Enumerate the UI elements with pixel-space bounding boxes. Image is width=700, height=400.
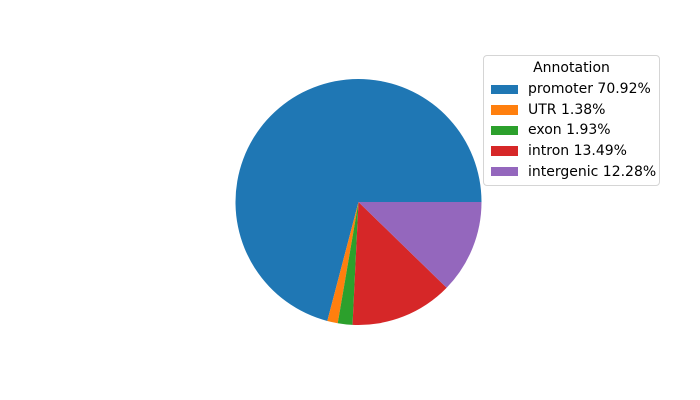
legend-swatch-intergenic bbox=[491, 166, 518, 177]
legend-item-intergenic: intergenic 12.28% bbox=[484, 161, 659, 182]
pie-slice-UTR bbox=[327, 202, 359, 324]
legend-label: intron 13.49% bbox=[528, 143, 627, 160]
pie-slice-intergenic bbox=[358, 202, 482, 288]
legend-rows: promoter 70.92% UTR 1.38% exon 1.93% intron… bbox=[484, 79, 659, 182]
legend-item-UTR: UTR 1.38% bbox=[484, 100, 659, 121]
legend-label: UTR 1.38% bbox=[528, 101, 606, 118]
legend-label: exon 1.93% bbox=[528, 122, 611, 139]
legend-label: intergenic 12.28% bbox=[528, 163, 657, 180]
legend-swatch-promoter bbox=[491, 84, 518, 95]
legend-box: Annotation promoter 70.92% UTR 1.38% exon … bbox=[483, 55, 660, 186]
legend-item-exon: exon 1.93% bbox=[484, 120, 659, 141]
legend-swatch-exon bbox=[491, 125, 518, 136]
legend-swatch-UTR bbox=[491, 105, 518, 115]
legend-title: Annotation bbox=[533, 60, 610, 76]
legend-item-promoter: promoter 70.92% bbox=[484, 79, 659, 100]
pie-slice-promoter bbox=[235, 79, 482, 321]
pie-slice-intron bbox=[352, 202, 447, 326]
pie-slice-exon bbox=[337, 202, 359, 325]
legend-swatch-intron bbox=[491, 146, 518, 156]
legend-item-intron: intron 13.49% bbox=[484, 141, 659, 162]
legend-label: promoter 70.92% bbox=[528, 81, 651, 98]
